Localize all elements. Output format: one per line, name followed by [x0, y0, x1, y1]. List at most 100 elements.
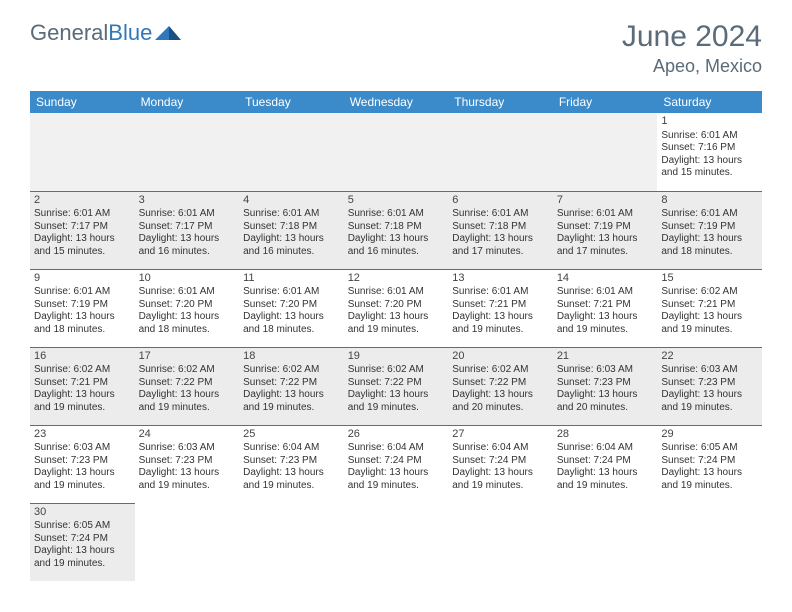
sunrise-line: Sunrise: 6:01 AM [557, 208, 654, 221]
day-number: 11 [243, 272, 340, 286]
empty-cell [135, 113, 240, 191]
sunset-line: Sunset: 7:18 PM [348, 221, 445, 234]
daylight1-line: Daylight: 13 hours [243, 233, 340, 246]
sunrise-line: Sunrise: 6:04 AM [557, 442, 654, 455]
week-row: 16Sunrise: 6:02 AMSunset: 7:21 PMDayligh… [30, 347, 762, 425]
sunrise-line: Sunrise: 6:01 AM [139, 286, 236, 299]
daylight2-line: and 19 minutes. [34, 402, 131, 415]
sunrise-line: Sunrise: 6:01 AM [348, 286, 445, 299]
sunrise-line: Sunrise: 6:03 AM [557, 364, 654, 377]
sunset-line: Sunset: 7:24 PM [661, 455, 758, 468]
daylight1-line: Daylight: 13 hours [139, 389, 236, 402]
day-cell: 26Sunrise: 6:04 AMSunset: 7:24 PMDayligh… [344, 425, 449, 503]
daylight2-line: and 18 minutes. [34, 324, 131, 337]
sunset-line: Sunset: 7:21 PM [34, 377, 131, 390]
daylight2-line: and 18 minutes. [661, 246, 758, 259]
day-cell: 4Sunrise: 6:01 AMSunset: 7:18 PMDaylight… [239, 191, 344, 269]
day-cell: 16Sunrise: 6:02 AMSunset: 7:21 PMDayligh… [30, 347, 135, 425]
daylight2-line: and 17 minutes. [557, 246, 654, 259]
daylight1-line: Daylight: 13 hours [348, 233, 445, 246]
day-number: 1 [661, 115, 758, 129]
sunrise-line: Sunrise: 6:02 AM [348, 364, 445, 377]
logo-text-2: Blue [108, 20, 152, 46]
day-number: 27 [452, 428, 549, 442]
daylight2-line: and 19 minutes. [348, 480, 445, 493]
day-number: 24 [139, 428, 236, 442]
sunset-line: Sunset: 7:19 PM [34, 299, 131, 312]
sunset-line: Sunset: 7:20 PM [139, 299, 236, 312]
daylight1-line: Daylight: 13 hours [452, 389, 549, 402]
day-number: 4 [243, 194, 340, 208]
sunrise-line: Sunrise: 6:01 AM [34, 208, 131, 221]
empty-cell [448, 113, 553, 191]
sunset-line: Sunset: 7:20 PM [348, 299, 445, 312]
day-number: 28 [557, 428, 654, 442]
daylight1-line: Daylight: 13 hours [34, 389, 131, 402]
daylight1-line: Daylight: 13 hours [139, 233, 236, 246]
sunrise-line: Sunrise: 6:01 AM [557, 286, 654, 299]
day-number: 8 [661, 194, 758, 208]
day-cell: 8Sunrise: 6:01 AMSunset: 7:19 PMDaylight… [657, 191, 762, 269]
sunrise-line: Sunrise: 6:03 AM [661, 364, 758, 377]
daylight2-line: and 20 minutes. [452, 402, 549, 415]
daylight1-line: Daylight: 13 hours [557, 311, 654, 324]
sunrise-line: Sunrise: 6:04 AM [452, 442, 549, 455]
sunset-line: Sunset: 7:23 PM [34, 455, 131, 468]
sunset-line: Sunset: 7:18 PM [452, 221, 549, 234]
daylight2-line: and 15 minutes. [661, 167, 758, 180]
daylight2-line: and 19 minutes. [557, 324, 654, 337]
daylight1-line: Daylight: 13 hours [348, 389, 445, 402]
day-cell: 3Sunrise: 6:01 AMSunset: 7:17 PMDaylight… [135, 191, 240, 269]
daylight2-line: and 18 minutes. [243, 324, 340, 337]
sunrise-line: Sunrise: 6:01 AM [139, 208, 236, 221]
day-cell: 14Sunrise: 6:01 AMSunset: 7:21 PMDayligh… [553, 269, 658, 347]
day-number: 16 [34, 350, 131, 364]
sunrise-line: Sunrise: 6:01 AM [452, 208, 549, 221]
day-cell: 28Sunrise: 6:04 AMSunset: 7:24 PMDayligh… [553, 425, 658, 503]
daylight1-line: Daylight: 13 hours [243, 467, 340, 480]
daylight2-line: and 19 minutes. [34, 558, 131, 571]
daylight1-line: Daylight: 13 hours [557, 467, 654, 480]
trailing-cell [553, 503, 658, 581]
day-cell: 21Sunrise: 6:03 AMSunset: 7:23 PMDayligh… [553, 347, 658, 425]
daylight1-line: Daylight: 13 hours [661, 467, 758, 480]
day-cell: 19Sunrise: 6:02 AMSunset: 7:22 PMDayligh… [344, 347, 449, 425]
day-number: 5 [348, 194, 445, 208]
day-cell: 9Sunrise: 6:01 AMSunset: 7:19 PMDaylight… [30, 269, 135, 347]
sunrise-line: Sunrise: 6:02 AM [139, 364, 236, 377]
sunset-line: Sunset: 7:24 PM [348, 455, 445, 468]
day-cell: 10Sunrise: 6:01 AMSunset: 7:20 PMDayligh… [135, 269, 240, 347]
location: Apeo, Mexico [622, 56, 762, 77]
sunset-line: Sunset: 7:24 PM [34, 533, 131, 546]
day-number: 20 [452, 350, 549, 364]
day-cell: 2Sunrise: 6:01 AMSunset: 7:17 PMDaylight… [30, 191, 135, 269]
sunset-line: Sunset: 7:24 PM [557, 455, 654, 468]
sunrise-line: Sunrise: 6:05 AM [661, 442, 758, 455]
sunrise-line: Sunrise: 6:01 AM [34, 286, 131, 299]
sunset-line: Sunset: 7:21 PM [452, 299, 549, 312]
sunset-line: Sunset: 7:19 PM [557, 221, 654, 234]
sunrise-line: Sunrise: 6:02 AM [243, 364, 340, 377]
day-cell: 15Sunrise: 6:02 AMSunset: 7:21 PMDayligh… [657, 269, 762, 347]
sunrise-line: Sunrise: 6:01 AM [243, 286, 340, 299]
sunset-line: Sunset: 7:20 PM [243, 299, 340, 312]
sunset-line: Sunset: 7:21 PM [557, 299, 654, 312]
sunset-line: Sunset: 7:22 PM [243, 377, 340, 390]
daylight1-line: Daylight: 13 hours [34, 311, 131, 324]
day-cell: 17Sunrise: 6:02 AMSunset: 7:22 PMDayligh… [135, 347, 240, 425]
daylight1-line: Daylight: 13 hours [557, 389, 654, 402]
daylight1-line: Daylight: 13 hours [348, 311, 445, 324]
day-cell: 24Sunrise: 6:03 AMSunset: 7:23 PMDayligh… [135, 425, 240, 503]
day-header: Monday [135, 91, 240, 113]
sunset-line: Sunset: 7:22 PM [348, 377, 445, 390]
daylight2-line: and 17 minutes. [452, 246, 549, 259]
day-number: 30 [34, 506, 131, 520]
daylight2-line: and 16 minutes. [348, 246, 445, 259]
week-row: 2Sunrise: 6:01 AMSunset: 7:17 PMDaylight… [30, 191, 762, 269]
sunset-line: Sunset: 7:19 PM [661, 221, 758, 234]
day-header: Friday [553, 91, 658, 113]
day-cell: 23Sunrise: 6:03 AMSunset: 7:23 PMDayligh… [30, 425, 135, 503]
daylight1-line: Daylight: 13 hours [34, 467, 131, 480]
sunrise-line: Sunrise: 6:02 AM [452, 364, 549, 377]
daylight1-line: Daylight: 13 hours [452, 467, 549, 480]
